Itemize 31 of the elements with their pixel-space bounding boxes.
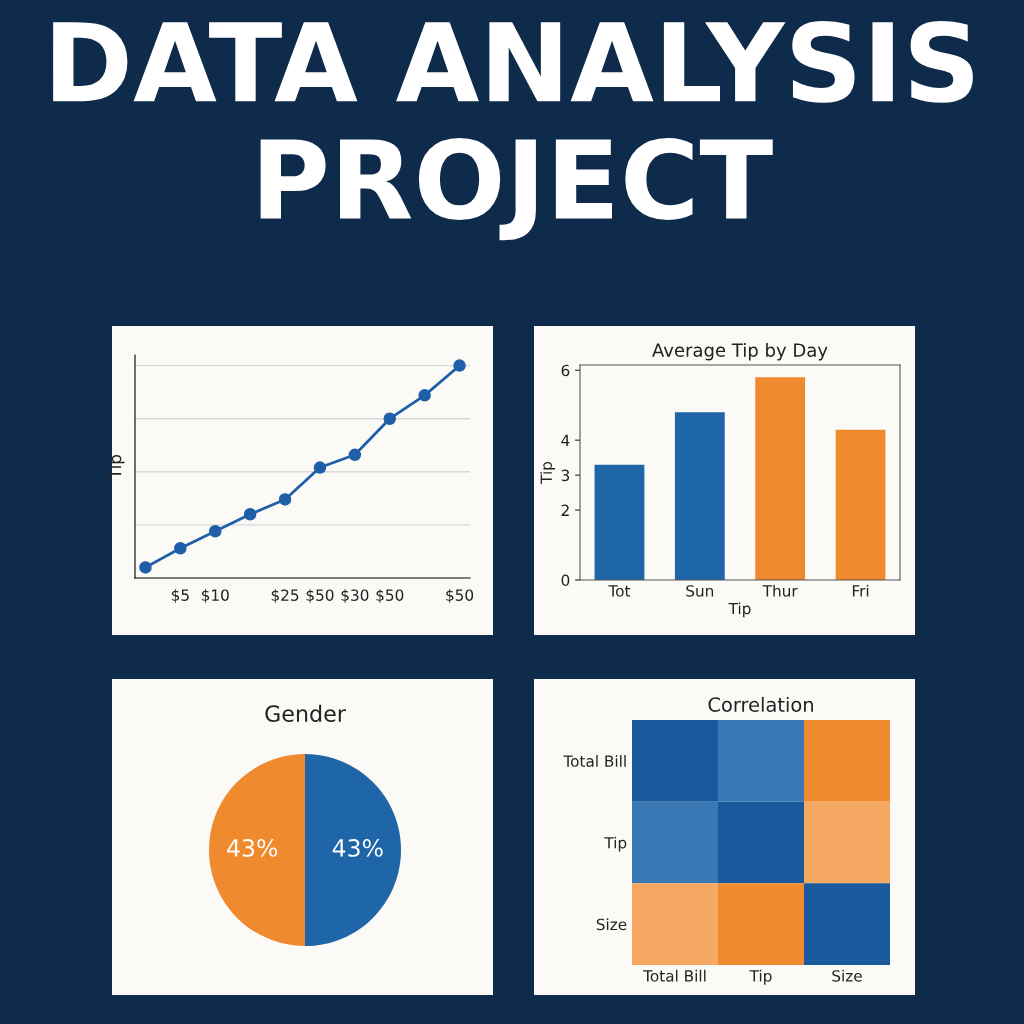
x-tick-label: $5 <box>171 589 189 603</box>
category-label: Size <box>832 969 862 982</box>
y-tick-label: 2 <box>561 504 569 516</box>
text: DATA ANALYSIS PROJECT <box>53 20 973 241</box>
category-label: Size <box>596 918 627 931</box>
x-tick-label: $30 <box>341 589 369 603</box>
y-axis-title: Tip <box>540 461 555 484</box>
y-tick-label: 0 <box>561 574 570 587</box>
y-tick-label: 6 <box>561 364 570 377</box>
category-label: Total Bill <box>643 969 706 982</box>
x-tick-label: Fri <box>852 584 869 597</box>
y-axis-title: Tip <box>108 454 125 479</box>
chart-title: Gender <box>265 704 346 722</box>
x-tick-label: $10 <box>201 589 229 603</box>
y-tick-label: 3 <box>561 469 570 482</box>
x-tick-label: Thur <box>762 584 798 597</box>
x-tick-label: Sun <box>686 585 714 597</box>
x-axis-title: Tip <box>728 602 751 618</box>
category-label: Tip <box>749 969 772 985</box>
text: Correlation <box>708 696 813 712</box>
y-tick-label: 4 <box>561 434 570 446</box>
x-tick-label: $25 <box>271 589 299 603</box>
x-tick-label: Tot <box>608 585 631 597</box>
category-label: Total Bill <box>563 755 626 767</box>
category-label: Tip <box>604 836 627 852</box>
x-tick-label: $50 <box>376 589 404 603</box>
x-tick-label: $50 <box>446 589 474 603</box>
chart-title: Average Tip by Day <box>652 342 828 361</box>
x-tick-label: $50 <box>306 589 334 603</box>
data-label: 43% <box>227 838 278 857</box>
data-label: 43% <box>332 838 383 857</box>
